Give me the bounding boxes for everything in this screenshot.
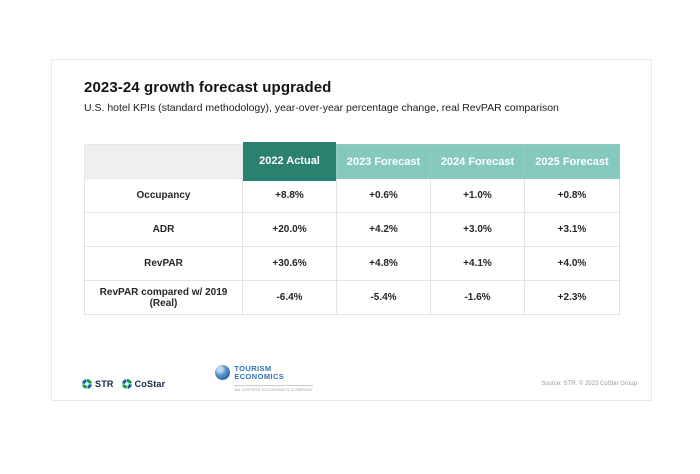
cell-value: +4.0%: [524, 246, 620, 281]
cell-value: -1.6%: [430, 280, 525, 315]
footer-logos: STR CoStar TOURISM ECONOMICS AN OXFORD E…: [82, 363, 314, 392]
column-header-2023-forecast: 2023 Forecast: [336, 144, 431, 179]
globe-icon: [215, 364, 231, 380]
row-label: ADR: [84, 212, 243, 247]
slide-card: 2023-24 growth forecast upgraded U.S. ho…: [51, 59, 652, 401]
cell-value: +20.0%: [242, 212, 337, 247]
page-subtitle: U.S. hotel KPIs (standard methodology), …: [84, 102, 559, 114]
source-note: Source: STR. © 2023 CoStar Group: [541, 381, 637, 387]
cell-value: +0.6%: [336, 178, 431, 213]
page-title: 2023-24 growth forecast upgraded: [84, 79, 332, 96]
table-row-revpar: RevPAR +30.6% +4.8% +4.1% +4.0%: [84, 246, 620, 281]
cell-value: +1.0%: [430, 178, 525, 213]
cell-value: -6.4%: [242, 280, 337, 315]
cell-value: +30.6%: [242, 246, 337, 281]
table-row-revpar-vs-2019: RevPAR compared w/ 2019 (Real) -6.4% -5.…: [84, 280, 620, 315]
tourism-economics-tagline: AN OXFORD ECONOMICS COMPANY: [234, 384, 314, 392]
str-pinwheel-icon: [82, 379, 92, 389]
cell-value: +3.1%: [524, 212, 620, 247]
kpi-table: 2022 Actual 2023 Forecast 2024 Forecast …: [84, 141, 620, 315]
str-logo: STR: [82, 379, 114, 392]
cell-value: +4.8%: [336, 246, 431, 281]
tourism-economics-line2: ECONOMICS: [234, 372, 285, 382]
row-label: Occupancy: [84, 178, 243, 213]
corner-cell: [84, 144, 243, 179]
table-row-adr: ADR +20.0% +4.2% +3.0% +3.1%: [84, 212, 620, 247]
table-row-occupancy: Occupancy +8.8% +0.6% +1.0% +0.8%: [84, 178, 620, 213]
cell-value: +2.3%: [524, 280, 620, 315]
header-row: 2022 Actual 2023 Forecast 2024 Forecast …: [84, 141, 620, 181]
costar-pinwheel-icon: [121, 379, 132, 389]
cell-value: +4.1%: [430, 246, 525, 281]
kpi-table-container: 2022 Actual 2023 Forecast 2024 Forecast …: [84, 141, 620, 315]
costar-logo: CoStar: [121, 379, 166, 392]
cell-value: +8.8%: [242, 178, 337, 213]
cell-value: -5.4%: [336, 280, 431, 315]
cell-value: +0.8%: [524, 178, 620, 213]
tourism-economics-line1: TOURISM: [234, 363, 272, 373]
cell-value: +4.2%: [336, 212, 431, 247]
column-header-2022-actual: 2022 Actual: [243, 141, 337, 181]
column-header-2025-forecast: 2025 Forecast: [524, 144, 620, 179]
tourism-economics-logo: TOURISM ECONOMICS AN OXFORD ECONOMICS CO…: [215, 363, 314, 392]
column-header-2024-forecast: 2024 Forecast: [430, 144, 525, 179]
highlight-column-fill: [243, 141, 336, 181]
row-label: RevPAR compared w/ 2019 (Real): [84, 280, 243, 315]
cell-value: +3.0%: [430, 212, 525, 247]
row-label: RevPAR: [84, 246, 243, 281]
